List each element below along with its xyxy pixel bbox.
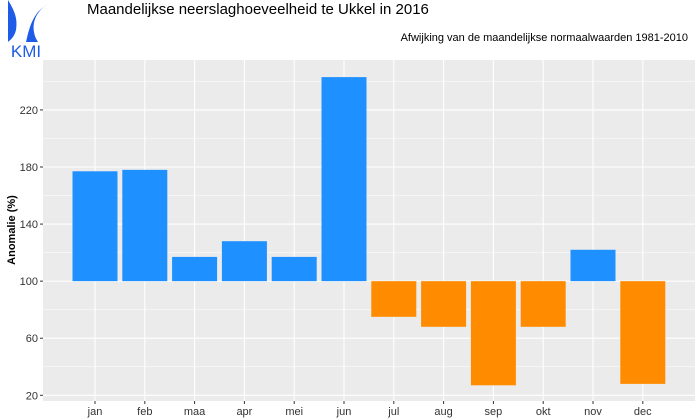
x-tick-label: jan (87, 406, 103, 418)
bar-mei (271, 256, 317, 282)
y-tick-label: 100 (20, 276, 38, 288)
x-tick-label: sep (485, 406, 503, 418)
x-tick-label: apr (236, 406, 252, 418)
bar-feb (122, 169, 168, 282)
x-tick-label: aug (434, 406, 452, 418)
x-tick-label: nov (584, 406, 602, 418)
bar-jun (321, 77, 367, 282)
bar-jul (371, 281, 417, 317)
bar-sep (470, 281, 516, 386)
y-tick-label: 140 (20, 219, 38, 231)
bar-okt (520, 281, 566, 327)
y-tick-label: 220 (20, 105, 38, 117)
bar-aug (421, 281, 467, 327)
y-tick-label: 20 (26, 390, 38, 402)
x-tick-label: mei (285, 406, 303, 418)
bar-dec (620, 281, 666, 384)
y-tick-label: 180 (20, 162, 38, 174)
bar-jan (72, 171, 118, 282)
bar-nov (570, 249, 616, 282)
x-tick-label: dec (634, 406, 652, 418)
x-tick-label: maa (184, 406, 206, 418)
bar-maa (172, 256, 218, 282)
y-axis-label: Anomalie (%) (6, 195, 18, 265)
chart-subtitle: Afwijking van de maandelijkse normaalwaa… (400, 32, 688, 44)
svg-text:KMI: KMI (11, 42, 41, 58)
chart-title: Maandelijkse neerslaghoeveelheid te Ukke… (87, 1, 429, 18)
bar-apr (221, 241, 267, 282)
y-tick-label: 60 (26, 333, 38, 345)
x-tick-label: feb (137, 406, 152, 418)
kmi-logo: KMI (8, 0, 48, 58)
x-tick-label: jun (336, 406, 352, 418)
x-tick-label: okt (536, 406, 551, 418)
x-tick-label: jul (387, 406, 399, 418)
